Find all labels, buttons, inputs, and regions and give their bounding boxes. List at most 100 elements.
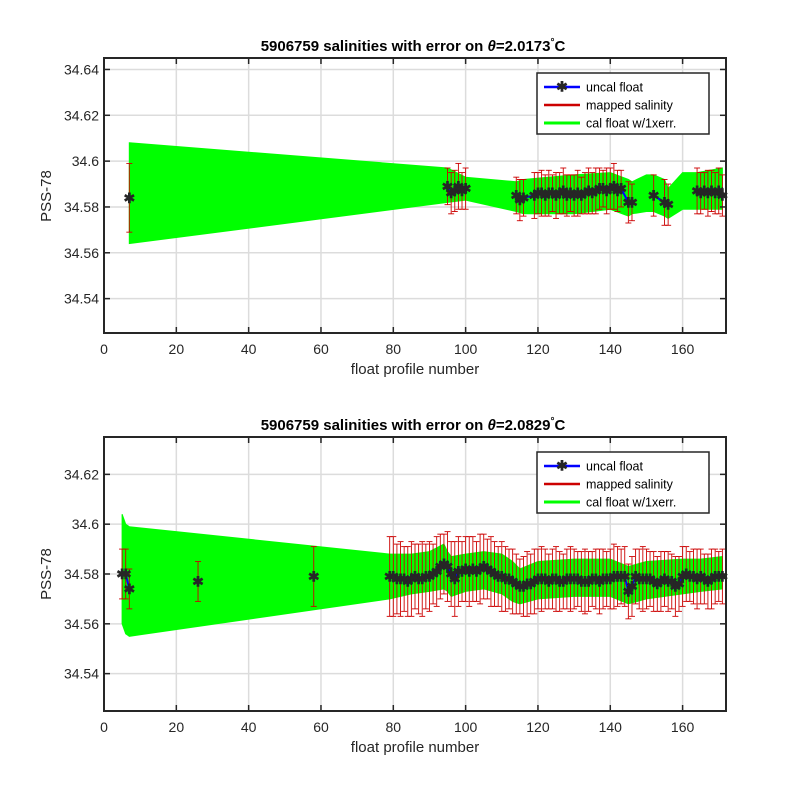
uncal-float-point: ✱ — [568, 188, 580, 204]
legend-label-uncal: uncal float — [586, 81, 644, 95]
uncal-float-point: ✱ — [608, 178, 620, 194]
uncal-float-point: ✱ — [514, 192, 526, 208]
uncal-float-line — [515, 184, 632, 204]
uncal-float-point: ✱ — [543, 573, 555, 589]
uncal-float-point: ✱ — [659, 571, 671, 587]
uncal-float-point: ✱ — [398, 571, 410, 587]
uncal-float-point: ✱ — [391, 571, 403, 587]
uncal-float-point: ✱ — [554, 573, 566, 589]
uncal-float-point: ✱ — [384, 568, 396, 584]
uncal-float-point: ✱ — [702, 185, 714, 201]
uncal-float-point: ✱ — [575, 573, 587, 589]
y-tick-label: 34.6 — [72, 153, 99, 169]
uncal-float-point: ✱ — [449, 183, 461, 199]
chart-panel-top: 5906759 salinities with error on θ=2.017… — [38, 37, 729, 378]
uncal-float-point: ✱ — [431, 564, 443, 580]
mapped-error-bar — [462, 167, 469, 210]
uncal-float-point: ✱ — [116, 566, 128, 582]
uncal-float-point: ✱ — [572, 571, 584, 587]
mapped-error-bar — [310, 546, 317, 607]
uncal-float-point: ✱ — [612, 183, 624, 199]
legend-label-mapped: mapped salinity — [586, 478, 674, 492]
uncal-float-point: ✱ — [684, 568, 696, 584]
x-tick-label: 60 — [313, 719, 329, 735]
uncal-float-point: ✱ — [706, 183, 718, 199]
uncal-float-point: ✱ — [572, 185, 584, 201]
uncal-float-point: ✱ — [709, 568, 721, 584]
uncal-float-point: ✱ — [615, 568, 627, 584]
uncal-float-point: ✱ — [521, 576, 533, 592]
legend-label-uncal: uncal float — [586, 460, 644, 474]
uncal-float-point: ✱ — [594, 573, 606, 589]
uncal-float-point: ✱ — [489, 566, 501, 582]
uncal-float-point: ✱ — [463, 564, 475, 580]
uncal-float-point: ✱ — [416, 571, 428, 587]
y-tick-label: 34.62 — [64, 466, 99, 482]
uncal-float-point: ✱ — [568, 571, 580, 587]
uncal-float-point: ✱ — [615, 181, 627, 197]
uncal-float-point: ✱ — [619, 568, 631, 584]
uncal-float-point: ✱ — [561, 188, 573, 204]
uncal-float-point: ✱ — [655, 573, 667, 589]
uncal-float-point: ✱ — [713, 183, 725, 199]
legend: ✱ uncal float mapped salinity cal float … — [536, 72, 710, 135]
uncal-float-point: ✱ — [543, 185, 555, 201]
uncal-float-point: ✱ — [471, 564, 483, 580]
uncal-float-point: ✱ — [456, 564, 468, 580]
uncal-float-point: ✱ — [496, 568, 508, 584]
uncal-float-point: ✱ — [601, 183, 613, 199]
uncal-float-point: ✱ — [442, 559, 454, 575]
uncal-float-point: ✱ — [680, 566, 692, 582]
uncal-float-point: ✱ — [550, 571, 562, 587]
x-tick-label: 160 — [671, 719, 695, 735]
uncal-float-point: ✱ — [460, 181, 472, 197]
uncal-float-point: ✱ — [590, 183, 602, 199]
y-axis-label: PSS-78 — [38, 170, 55, 222]
uncal-float-point: ✱ — [395, 571, 407, 587]
uncal-float-point: ✱ — [698, 571, 710, 587]
mapped-error-bar — [195, 561, 202, 602]
uncal-float-point: ✱ — [601, 571, 613, 587]
uncal-float-point: ✱ — [123, 581, 135, 597]
uncal-float-point: ✱ — [528, 188, 540, 204]
uncal-float-point: ✱ — [427, 566, 439, 582]
legend-label-cal: cal float w/1xerr. — [586, 496, 676, 510]
x-tick-label: 120 — [526, 341, 550, 357]
uncal-float-point: ✱ — [514, 578, 526, 594]
mapped-error-bar — [513, 176, 520, 215]
uncal-float-point: ✱ — [637, 571, 649, 587]
uncal-float-point: ✱ — [651, 576, 663, 592]
uncal-float-point: ✱ — [579, 185, 591, 201]
uncal-float-point: ✱ — [583, 183, 595, 199]
uncal-float-point: ✱ — [626, 194, 638, 210]
uncal-float-point: ✱ — [547, 571, 559, 587]
uncal-float-point: ✱ — [449, 571, 461, 587]
uncal-float-point: ✱ — [525, 576, 537, 592]
uncal-float-point: ✱ — [485, 564, 497, 580]
uncal-float-point: ✱ — [550, 188, 562, 204]
uncal-float-point: ✱ — [434, 559, 446, 575]
legend-label-mapped: mapped salinity — [586, 99, 674, 113]
y-tick-label: 34.56 — [64, 245, 99, 261]
uncal-float-line — [122, 573, 131, 590]
uncal-float-point: ✱ — [532, 571, 544, 587]
x-tick-label: 20 — [169, 341, 185, 357]
legend-label-cal: cal float w/1xerr. — [586, 117, 676, 131]
uncal-float-point: ✱ — [706, 571, 718, 587]
uncal-float-point: ✱ — [604, 571, 616, 587]
uncal-float-point: ✱ — [460, 561, 472, 577]
legend-marker-uncal: ✱ — [556, 79, 568, 95]
uncal-float-point: ✱ — [688, 568, 700, 584]
x-tick-label: 40 — [241, 341, 257, 357]
uncal-float-point: ✱ — [630, 568, 642, 584]
x-tick-label: 40 — [241, 719, 257, 735]
uncal-float-point: ✱ — [644, 571, 656, 587]
uncal-float-point: ✱ — [445, 566, 457, 582]
uncal-float-point: ✱ — [456, 183, 468, 199]
uncal-float-point: ✱ — [507, 573, 519, 589]
uncal-float-point: ✱ — [510, 188, 522, 204]
mapped-error-bar — [126, 162, 133, 233]
uncal-float-point: ✱ — [554, 185, 566, 201]
uncal-float-point: ✱ — [557, 573, 569, 589]
uncal-float-point: ✱ — [474, 561, 486, 577]
